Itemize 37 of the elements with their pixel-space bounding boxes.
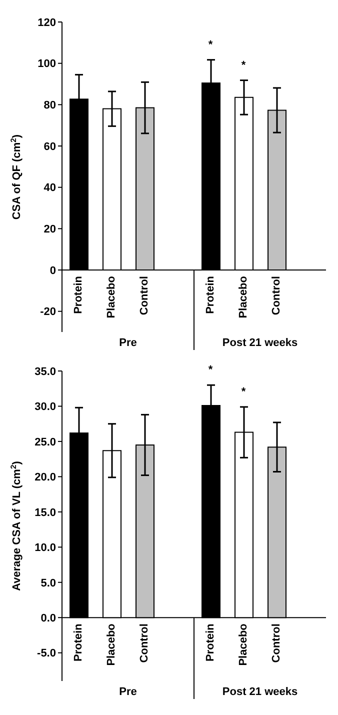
annotation: * (208, 364, 214, 376)
annotation: * (241, 59, 246, 72)
y-tick-label: 40 (44, 182, 56, 194)
y-tick-label: 20 (44, 224, 56, 236)
x-tick-label: Placebo (238, 276, 250, 318)
y-tick-label: 10.0 (34, 542, 56, 554)
y-tick-label: 60 (44, 140, 56, 153)
y-tick-label: 0.0 (40, 612, 56, 624)
x-tick-label: Protein (72, 276, 84, 314)
text: Pre (119, 686, 137, 698)
y-tick-label: 20.0 (34, 472, 56, 484)
y-tick-label: 25.0 (34, 436, 56, 448)
y-tick-label: -5.0 (37, 648, 56, 660)
y-tick-label: -20 (40, 306, 56, 318)
x-tick-label: Control (138, 624, 150, 663)
x-tick-label: Placebo (106, 623, 118, 666)
x-tick-label: Placebo (238, 623, 250, 666)
x-tick-label: Control (138, 276, 150, 316)
y-tick-label: 5.0 (40, 577, 56, 590)
y-tick-label: 15.0 (34, 506, 56, 519)
x-tick-label: Protein (72, 623, 84, 662)
x-tick-label: Control (270, 624, 282, 663)
y-tick-label: 80 (44, 100, 56, 112)
text: Post 21 weeks (222, 686, 298, 698)
y-tick-label: 100 (38, 58, 56, 70)
y-tick-label: 0 (50, 264, 56, 277)
y-tick-label: 35.0 (34, 366, 56, 378)
annotation: * (208, 38, 214, 51)
y-tick-label: 120 (38, 16, 56, 29)
x-tick-label: Protein (204, 623, 216, 662)
annotation: * (241, 386, 246, 398)
x-tick-label: Placebo (106, 276, 118, 318)
text: Pre (119, 337, 137, 349)
y-tick-label: 30.0 (34, 401, 56, 414)
text: Post 21 weeks (222, 337, 298, 349)
x-tick-label: Protein (204, 276, 216, 314)
x-tick-label: Control (270, 276, 282, 316)
